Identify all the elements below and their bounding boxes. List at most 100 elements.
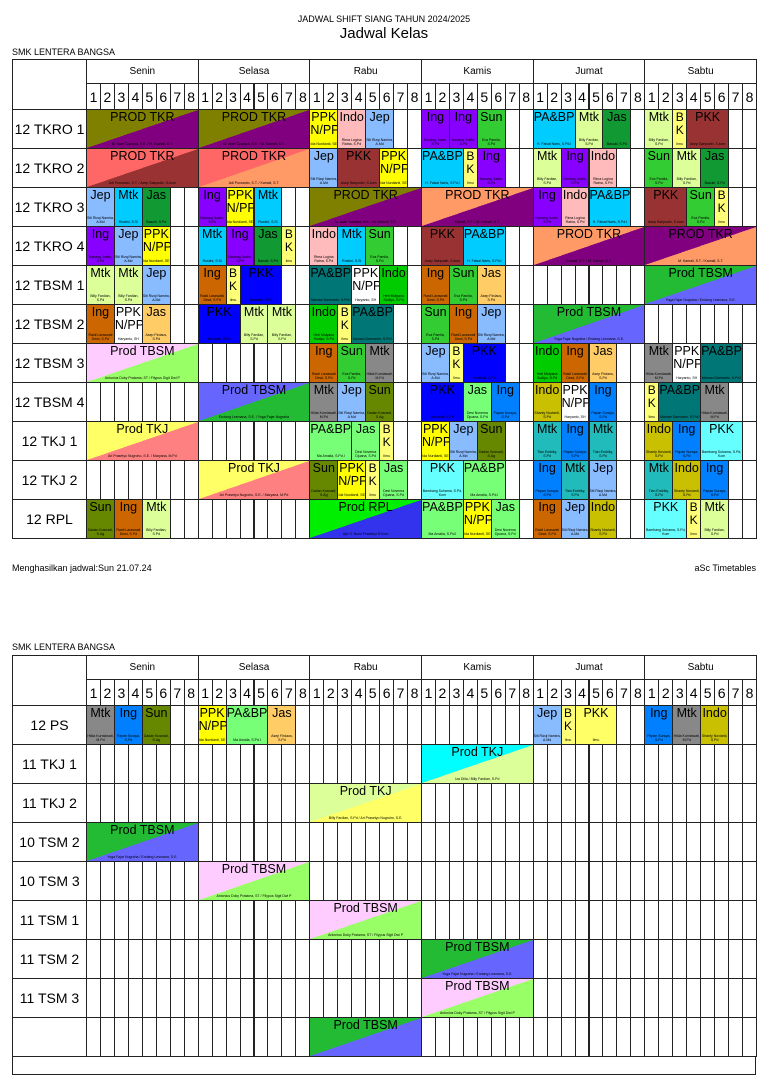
lesson-card[interactable]: Jas Desi Novema Djuana, S.Pd [462,382,492,422]
lesson-card[interactable]: Prod TBSM Yoga Fajar Nugraha / Endang Les… [644,265,757,305]
lesson-card[interactable]: Ing Papan Suraya, S.Pd [532,460,562,500]
lesson-card[interactable]: Mtk Hilda Kurniawati, M.Pd [365,343,395,383]
lesson-card[interactable]: Prod TKJ Ari Prasetyo Nugroho, S.E. / Mar… [197,460,311,500]
lesson-card[interactable]: Jep Siti Rizqi Namira, A.Md [421,343,450,383]
lesson-card[interactable]: Jep Siti Rizqi Namira, A.Md [86,187,115,227]
lesson-card[interactable]: Indo Shanty Novianti, S.Pd [532,382,562,422]
lesson-card[interactable]: Jep Siti Rizqi Namira, A.Md [560,499,590,539]
lesson-card[interactable]: Prod TBSM Yoga Fajar Nugraha / Endang Les… [532,304,646,344]
lesson-card[interactable]: PKK Asep Saepudin, S.kom [686,109,730,149]
lesson-card[interactable]: PPK N/PP Ida Nurdianti, SE [462,499,492,539]
lesson-card[interactable]: Indo Shanty Novianti, S.Pd [588,499,618,539]
lesson-card[interactable]: PKK Asep Saepudin, S.kom [644,187,688,227]
lesson-card[interactable]: Indo Shanty Novianti, S.Pd [672,460,702,500]
lesson-card[interactable]: PROD TKR Kamali, S.T. / M. Kamali, S.T. [421,187,534,227]
lesson-card[interactable]: Mtk Billy Fardian, S.Pd [672,148,702,188]
lesson-card[interactable]: PPK N/PP Haryanto, SH [351,265,381,305]
lesson-card[interactable]: Mtk Billy Fardian, S.Pd [267,304,297,344]
lesson-card[interactable]: Jep Siti Rizqi Namira, A.Md [588,460,618,500]
lesson-card[interactable]: PROD TKR M. Iwan Taswara, S.E. / M. Kamal… [309,187,422,227]
lesson-card[interactable]: Ing Papan Suraya, S.Pd [588,382,618,422]
lesson-card[interactable]: PKK Bambang Suhama, S.Pd, Kom [421,460,464,500]
lesson-card[interactable]: PKK Ilmu [574,705,618,745]
lesson-card[interactable]: PROD TKR M. Kamali, S.T. / Kamali, S.T. [644,226,757,266]
lesson-card[interactable]: PROD TKR Kamali, S.T. / M. Kamali, S.T. [532,226,646,266]
lesson-card[interactable]: PA&BP H. Faisal Naris, S.Pd.I [532,109,576,149]
lesson-card[interactable]: Indo Heri Mulyana Sudiyo, S.Pd [379,265,409,305]
lesson-card[interactable]: B K Ilmu [225,265,241,305]
lesson-card[interactable]: PROD TKR Adi Purwanto, S.T. / Kamali, S.T… [197,148,311,188]
lesson-card[interactable]: Sun Eva Pamila, S.Pd [448,265,478,305]
lesson-card[interactable]: Ing Rasti Laraswati Dewi, S.Pd [113,499,143,539]
lesson-card[interactable]: Ing Nanang Justin, S.Pd [448,109,478,149]
lesson-card[interactable]: Ing Papan Suraya, S.Pd [644,705,674,745]
lesson-card[interactable]: Prod TKJ Iza Dilla / Billy Fardian, S.Pd [421,744,534,784]
lesson-card[interactable]: Ing Rasti Laraswati Dewi, S.Pd [86,304,115,344]
lesson-card[interactable]: Sun Eva Pamila, S.Pd [421,304,450,344]
lesson-card[interactable]: Mtk Tian Endriky, S.Pd [644,460,674,500]
lesson-card[interactable]: PA&BP Maman Darmanto, S.Pd.I [658,382,702,422]
lesson-card[interactable]: Jep Siti Rizqi Namira, A.Md [309,148,339,188]
lesson-card[interactable]: PPK N/PP Ida Nurdianti, SE [337,460,367,500]
lesson-card[interactable]: Jas Asep Firdaus, S.Pd [588,343,618,383]
lesson-card[interactable]: B K Ilmu [560,705,576,745]
lesson-card[interactable]: Ing Rasti Laraswati Dewi, S.Pd [421,265,450,305]
lesson-card[interactable]: Ing Nanang Justin, S.Pd [532,187,562,227]
lesson-card[interactable]: Sun Eva Pamila, S.Pd [476,109,506,149]
lesson-card[interactable]: PA&BP H. Faisal Naris, S.Pd.I [462,226,506,266]
lesson-card[interactable]: PA&BP Maman Darmanto, S.Pd.I [351,304,395,344]
lesson-card[interactable]: Jep Siti Rizqi Namira, A.Md [365,109,395,149]
lesson-card[interactable]: Prod TBSM Yoga Fajar Nugraha / Endang Les… [86,822,199,862]
lesson-card[interactable]: Jas Desi Novema Djuana, S.Pd [379,460,409,500]
lesson-card[interactable]: Mtk Rustini, S.Si [253,187,283,227]
lesson-card[interactable]: Jep Siti Rizqi Namira, A.Md [113,226,143,266]
lesson-card[interactable]: B K Ilmu [379,421,395,461]
lesson-card[interactable]: Indo Heri Mulyana Sudiyo, S.Pd [532,343,562,383]
lesson-card[interactable]: Ing Nanang Justin, S.Pd [86,226,115,266]
lesson-card[interactable]: Jas Desi Novema Djuana, S.Pd [351,421,381,461]
lesson-card[interactable]: Mtk Billy Fardian, S.Pd [644,109,674,149]
lesson-card[interactable]: PKK Irmawati, S.Pd [462,343,506,383]
lesson-card[interactable]: Ing Nanang Justin, S.Pd [421,109,450,149]
lesson-card[interactable]: Jep Siti Rizqi Namira, A.Md [448,421,478,461]
lesson-card[interactable]: Prod RPL Ajiz S. Nurul Prasetyo S.Kom [309,499,422,539]
lesson-card[interactable]: PKK Asep Saepudin, S.kom [421,226,464,266]
lesson-card[interactable]: Ing Papan Suraya, S.Pd [113,705,143,745]
lesson-card[interactable]: PPK N/PP Ida Nurdianti, SE [379,148,409,188]
lesson-card[interactable]: PKK Bambang Suhama, S.Pd, Kom [700,421,744,461]
lesson-card[interactable]: B K Ilmu [714,187,730,227]
lesson-card[interactable]: Mtk Hilda Kurniawati, M.Pd [86,705,115,745]
lesson-card[interactable]: Indo Shanty Novianti, S.Pd [700,705,730,745]
lesson-card[interactable]: Indo Rima Lugina Ratna, S.Pd [588,148,618,188]
lesson-card[interactable]: Jas Asep Firdaus, S.Pd [267,705,297,745]
lesson-card[interactable]: Ing Nanang Justin, S.Pd [225,226,255,266]
lesson-card[interactable]: PKK Asep Saepudin, S.kom [337,148,381,188]
lesson-card[interactable]: PA&BP Ma Amalia, S.Pd.I [421,499,464,539]
lesson-card[interactable]: Mtk Rustini, S.Si [337,226,367,266]
lesson-card[interactable]: Prod TKJ Billy Fardian, S.Pd / Ari Praset… [309,783,422,823]
lesson-card[interactable]: PA&BP Ma Amalia, S.Pd.I [309,421,353,461]
lesson-card[interactable]: PPK N/PP Ida Nurdianti, SE [197,705,227,745]
lesson-card[interactable]: Sun Eva Pamila, S.Pd [686,187,716,227]
lesson-card[interactable]: Ing Rasti Laraswati Dewi, S.Pd [309,343,339,383]
lesson-card[interactable]: Jas Basuki, S.Pd [602,109,632,149]
lesson-card[interactable]: B K Ilmu [672,109,688,149]
lesson-card[interactable]: Jep Siti Rizqi Namira, A.Md [141,265,171,305]
lesson-card[interactable]: Mtk Billy Fardian, S.Pd [141,499,171,539]
lesson-card[interactable]: Ing Papan Suraya, S.Pd [560,421,590,461]
lesson-card[interactable]: Mtk Hilda Kurniawati, M.Pd [644,343,674,383]
lesson-card[interactable]: Ing Rasti Laraswati Dewi, S.Pd [560,343,590,383]
lesson-card[interactable]: Mtk Rustini, S.Si [113,187,143,227]
lesson-card[interactable]: Ing Papan Suraya, S.Pd [700,460,730,500]
lesson-card[interactable]: PKK Irmawati, S.Pd [239,265,283,305]
lesson-card[interactable]: Ing Rasti Laraswati Dewi, S.Pd [532,499,562,539]
lesson-card[interactable]: PA&BP H. Faisal Naris, S.Pd.I [421,148,464,188]
lesson-card[interactable]: Prod TBSM Yoga Fajar Nugraha / Endang Les… [421,939,534,979]
lesson-card[interactable]: PROD TKR Adi Purwanto, S.T. / Asep Saepud… [86,148,199,188]
lesson-card[interactable]: PPK N/PP Ida Nurdianti, SE [421,421,450,461]
lesson-card[interactable]: B K Ilmu [337,304,353,344]
lesson-card[interactable]: PKK Irmawati, S.Pd [421,382,464,422]
lesson-card[interactable]: Mtk Billy Fardian, S.Pd [700,499,730,539]
lesson-card[interactable]: Prod TBSM [309,1017,422,1057]
lesson-card[interactable]: Sun Eva Pamila, S.Pd [644,148,674,188]
